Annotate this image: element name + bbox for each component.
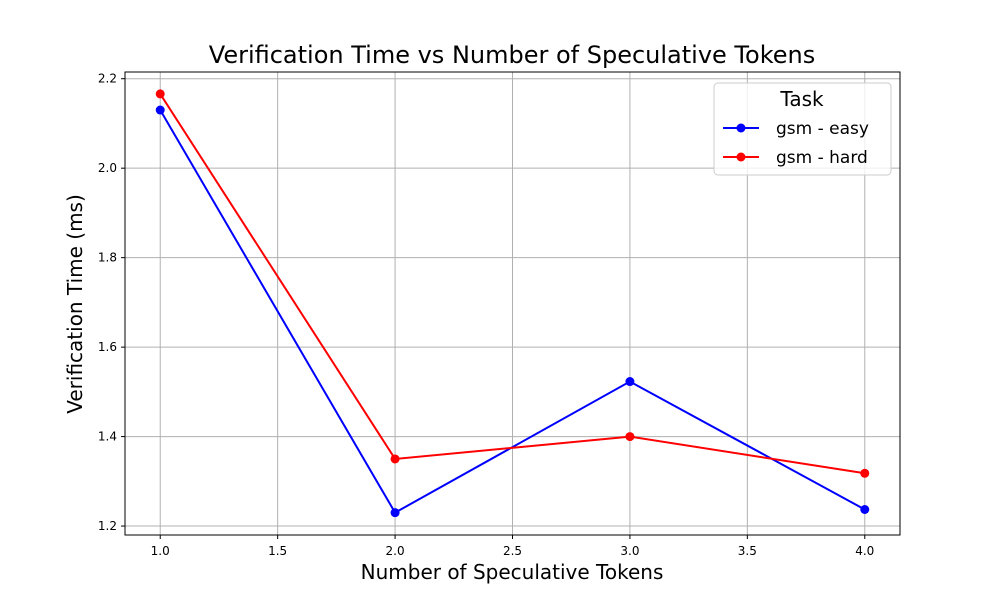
legend-title: Task [779,87,824,111]
x-tick-label: 1.5 [268,544,287,558]
data-point [390,454,400,464]
x-axis-label: Number of Speculative Tokens [361,560,664,584]
data-point [860,505,870,515]
y-tick-label: 1.6 [98,340,117,354]
x-tick-label: 3.0 [620,544,639,558]
x-tick-label: 2.5 [503,544,522,558]
legend-marker [736,152,746,162]
axes: 1.0 1.5 2.0 2.5 3.0 3.5 4.0 1.2 1.4 1.6 1.8 2.0 2.2 [98,71,901,558]
legend: Task gsm - easy gsm - hard [713,82,892,176]
y-tick-label: 1.4 [98,430,117,444]
x-tick-label: 3.5 [738,544,757,558]
y-tick-label: 2.2 [98,72,117,86]
chart-title: Verification Time vs Number of Speculati… [209,41,815,69]
data-point [625,377,635,387]
x-tick-label: 4.0 [855,544,874,558]
data-point [625,432,635,442]
legend-label: gsm - hard [776,148,868,168]
data-point [155,89,165,99]
plot-frame [124,71,901,536]
legend-marker [736,123,746,133]
data-point [155,105,165,115]
legend-label: gsm - easy [776,119,869,139]
series-layer [155,89,870,518]
legend-box [713,82,892,176]
y-tick-label: 1.2 [98,519,117,533]
data-point [860,468,870,478]
x-tick-label: 2.0 [386,544,405,558]
y-tick-label: 1.8 [98,251,117,265]
y-axis-label: Verification Time (ms) [63,194,87,414]
y-tick-label: 2.0 [98,161,117,175]
data-point [390,508,400,518]
x-tick-label: 1.0 [151,544,170,558]
series-line-1 [159,93,865,475]
legend-entries: gsm - easy gsm - hard [723,119,869,168]
